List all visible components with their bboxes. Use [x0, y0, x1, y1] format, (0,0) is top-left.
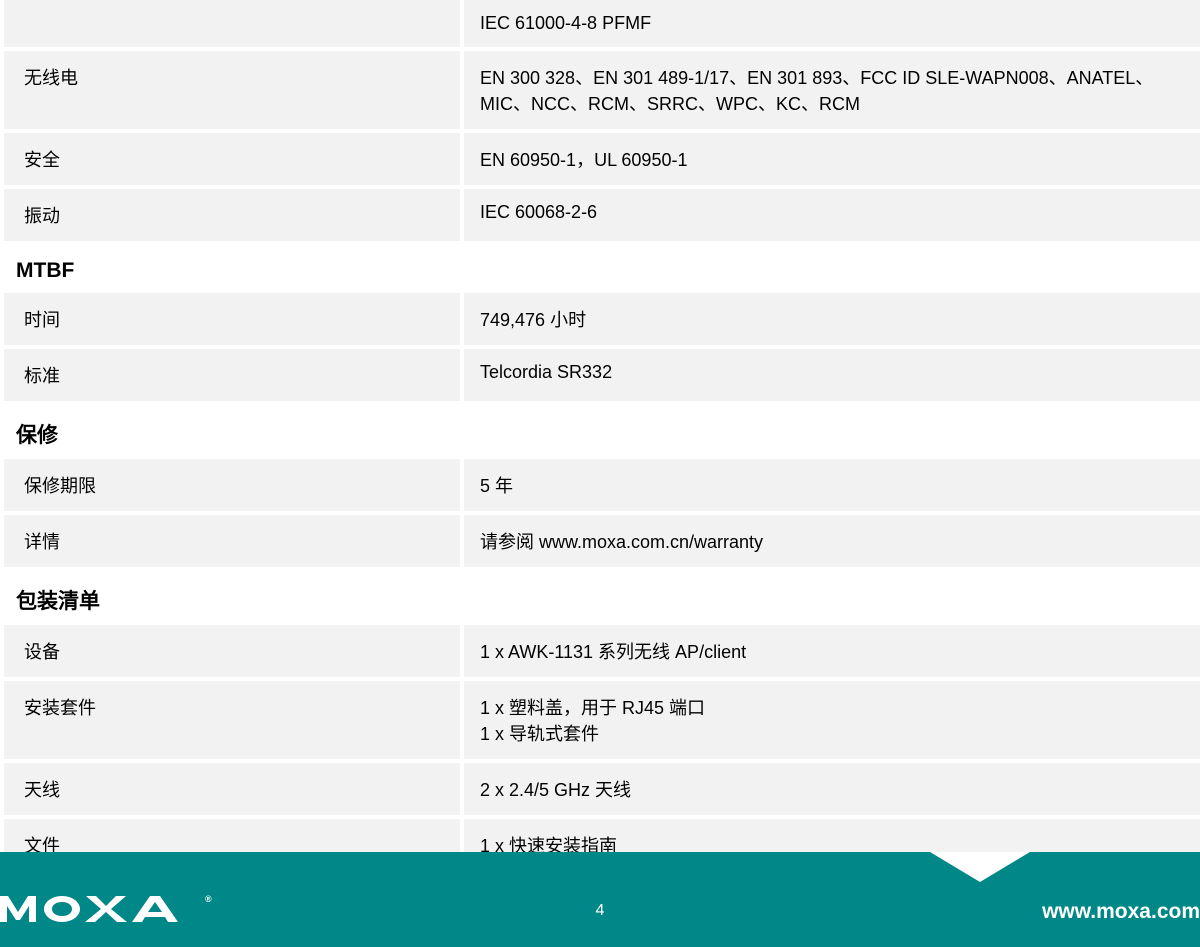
- spec-value: 5 年: [464, 459, 1200, 511]
- table-row: 振动 IEC 60068-2-6: [0, 189, 1200, 241]
- table-row: 设备 1 x AWK-1131 系列无线 AP/client: [0, 625, 1200, 677]
- spec-label: 时间: [4, 293, 460, 345]
- moxa-logo: ®: [0, 894, 215, 932]
- spec-value: 2 x 2.4/5 GHz 天线: [464, 763, 1200, 815]
- spec-label: 振动: [4, 189, 460, 241]
- footer-url: www.moxa.com: [1042, 900, 1200, 924]
- page-footer: ® 4 www.moxa.com: [0, 852, 1200, 947]
- spec-label: 标准: [4, 349, 460, 401]
- table-row: 无线电 EN 300 328、EN 301 489-1/17、EN 301 89…: [0, 51, 1200, 129]
- spec-label: 详情: [4, 515, 460, 567]
- footer-notch-decoration: [930, 852, 1030, 882]
- spec-label: 无线电: [4, 51, 460, 129]
- spec-label: 保修期限: [4, 459, 460, 511]
- spec-value: IEC 60068-2-6: [464, 189, 1200, 241]
- spec-value: 1 x AWK-1131 系列无线 AP/client: [464, 625, 1200, 677]
- spec-value: Telcordia SR332: [464, 349, 1200, 401]
- section-header-warranty: 保修: [0, 405, 1200, 459]
- table-row: 天线 2 x 2.4/5 GHz 天线: [0, 763, 1200, 815]
- table-row: 保修期限 5 年: [0, 459, 1200, 511]
- section-header-package: 包装清单: [0, 571, 1200, 625]
- spec-value: 749,476 小时: [464, 293, 1200, 345]
- page-number: 4: [596, 902, 605, 920]
- spec-label: 设备: [4, 625, 460, 677]
- spec-value: 请参阅 www.moxa.com.cn/warranty: [464, 515, 1200, 567]
- table-row: 安全 EN 60950-1，UL 60950-1: [0, 133, 1200, 185]
- table-row: 详情 请参阅 www.moxa.com.cn/warranty: [0, 515, 1200, 567]
- spec-value: IEC 61000-4-8 PFMF: [464, 0, 1200, 47]
- spec-value: EN 60950-1，UL 60950-1: [464, 133, 1200, 185]
- table-row: 时间 749,476 小时: [0, 293, 1200, 345]
- table-row: 安装套件 1 x 塑料盖，用于 RJ45 端口 1 x 导轨式套件: [0, 681, 1200, 759]
- spec-value: 1 x 塑料盖，用于 RJ45 端口 1 x 导轨式套件: [464, 681, 1200, 759]
- table-row: 标准 Telcordia SR332: [0, 349, 1200, 401]
- spec-table: IEC 61000-4-8 PFMF 无线电 EN 300 328、EN 301…: [0, 0, 1200, 897]
- spec-label: [4, 0, 460, 47]
- table-row: IEC 61000-4-8 PFMF: [0, 0, 1200, 47]
- spec-label: 安装套件: [4, 681, 460, 759]
- svg-text:®: ®: [205, 894, 214, 904]
- spec-value: EN 300 328、EN 301 489-1/17、EN 301 893、FC…: [464, 51, 1200, 129]
- section-header-mtbf: MTBF: [0, 245, 1200, 293]
- spec-label: 安全: [4, 133, 460, 185]
- spec-label: 天线: [4, 763, 460, 815]
